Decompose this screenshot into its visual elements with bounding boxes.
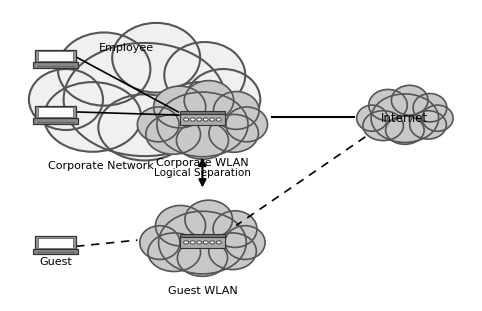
Circle shape [184,241,188,244]
Circle shape [203,118,208,121]
Ellipse shape [155,206,205,246]
FancyBboxPatch shape [179,237,226,248]
Ellipse shape [363,111,403,141]
Text: Corporate WLAN: Corporate WLAN [156,158,249,168]
Circle shape [216,118,221,121]
Circle shape [203,241,208,244]
FancyBboxPatch shape [33,62,78,68]
Ellipse shape [112,23,200,93]
Ellipse shape [371,94,439,142]
Ellipse shape [357,105,388,131]
Ellipse shape [156,82,244,148]
Ellipse shape [177,240,228,276]
FancyBboxPatch shape [179,234,226,238]
Ellipse shape [159,211,246,274]
Ellipse shape [214,91,259,129]
Ellipse shape [391,85,428,115]
FancyBboxPatch shape [35,236,76,249]
Circle shape [210,118,215,121]
Ellipse shape [98,94,191,160]
Ellipse shape [164,42,245,108]
FancyBboxPatch shape [38,238,73,248]
FancyBboxPatch shape [179,111,226,115]
Text: Corporate Network: Corporate Network [48,161,154,171]
Ellipse shape [226,107,268,142]
Ellipse shape [422,105,453,131]
FancyBboxPatch shape [35,50,76,62]
FancyBboxPatch shape [33,118,78,124]
Ellipse shape [225,226,265,259]
Ellipse shape [29,69,103,130]
Ellipse shape [148,233,201,272]
Circle shape [184,118,188,121]
Text: Logical Separation: Logical Separation [154,168,251,178]
Circle shape [190,241,195,244]
FancyBboxPatch shape [38,107,73,117]
Circle shape [197,118,201,121]
Ellipse shape [369,90,407,121]
Ellipse shape [157,92,248,157]
Ellipse shape [186,69,260,130]
Ellipse shape [209,233,256,270]
Text: Guest: Guest [39,257,72,267]
FancyBboxPatch shape [33,248,78,254]
FancyBboxPatch shape [38,51,73,61]
Ellipse shape [64,43,226,156]
Ellipse shape [140,226,180,259]
Ellipse shape [209,114,258,152]
Ellipse shape [386,116,424,144]
Circle shape [210,241,215,244]
Ellipse shape [410,111,446,139]
Ellipse shape [413,94,447,122]
Circle shape [216,241,221,244]
Ellipse shape [154,86,206,128]
Circle shape [197,241,201,244]
Ellipse shape [185,200,232,239]
Ellipse shape [146,114,201,154]
Ellipse shape [184,81,234,120]
FancyBboxPatch shape [35,106,76,118]
Ellipse shape [44,82,141,152]
Text: Employee: Employee [99,43,154,53]
Text: Internet: Internet [381,112,428,125]
Ellipse shape [176,121,228,159]
Ellipse shape [213,211,257,248]
Ellipse shape [58,32,150,106]
FancyBboxPatch shape [179,114,226,125]
Circle shape [190,118,195,121]
Text: Guest WLAN: Guest WLAN [168,286,237,296]
Ellipse shape [137,107,179,142]
